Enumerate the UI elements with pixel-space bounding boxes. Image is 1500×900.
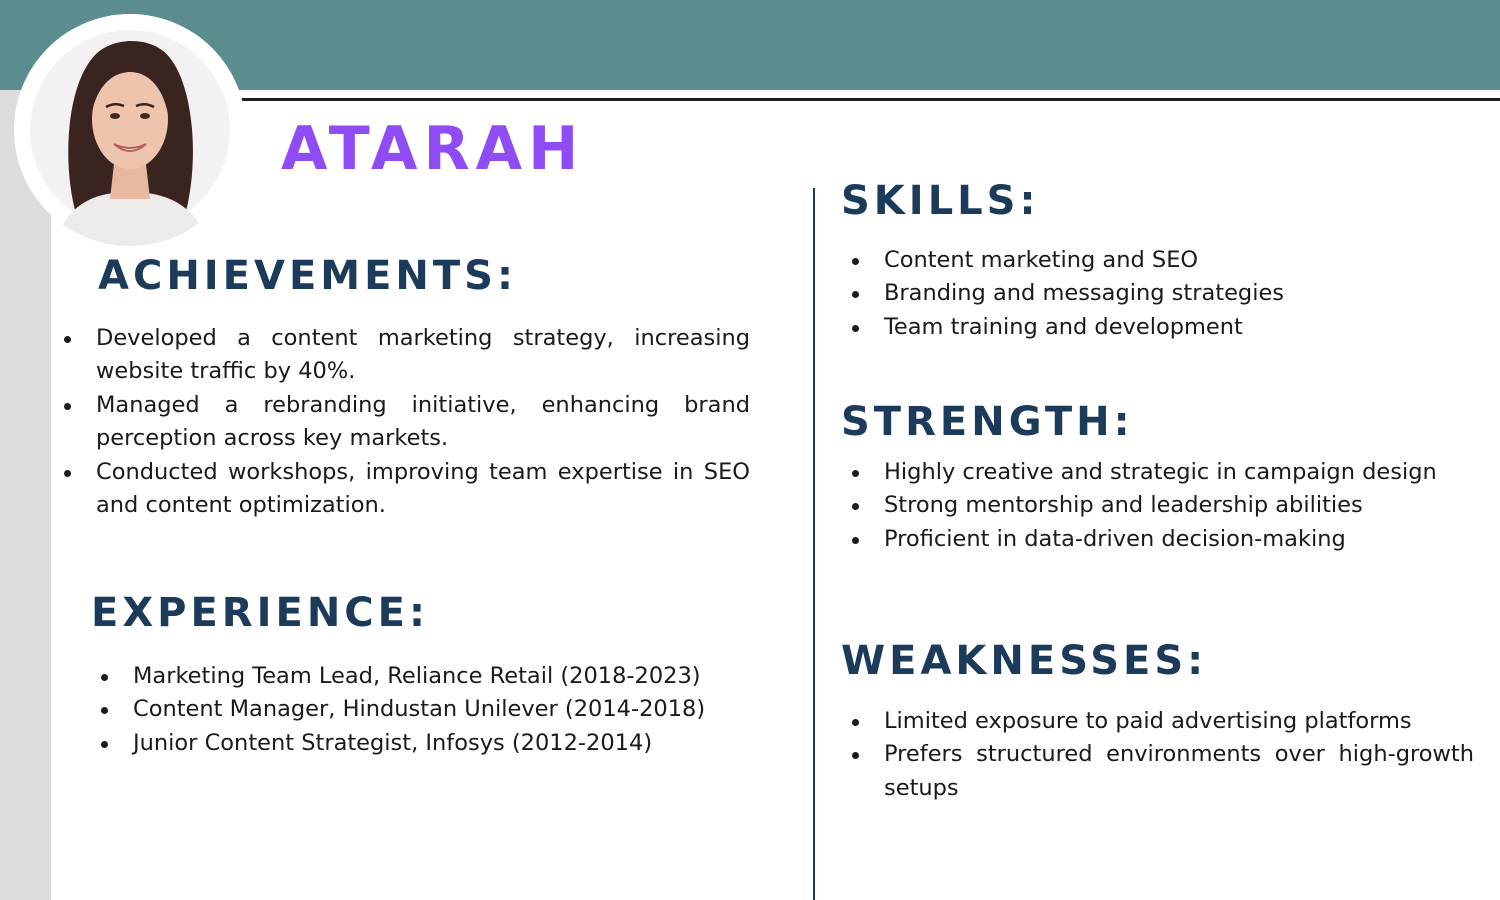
skills-heading: SKILLS: [841, 178, 1040, 224]
header-rule [240, 98, 1500, 101]
column-divider [813, 188, 815, 900]
strength-heading: STRENGTH: [841, 399, 1134, 445]
list-item: Content Manager, Hindustan Unilever (201… [101, 693, 793, 726]
list-item: Proficient in data-driven decision-makin… [852, 523, 1474, 556]
list-item: Managed a rebranding initiative, enhanci… [64, 389, 750, 456]
weaknesses-heading: WEAKNESSES: [841, 638, 1208, 684]
list-item: Branding and messaging strategies [852, 277, 1484, 310]
skills-list: Content marketing and SEO Branding and m… [852, 244, 1484, 344]
list-item: Junior Content Strategist, Infosys (2012… [101, 727, 793, 760]
list-item: Marketing Team Lead, Reliance Retail (20… [101, 660, 793, 693]
list-item: Limited exposure to paid advertising pla… [852, 705, 1474, 738]
list-item: Team training and development [852, 311, 1484, 344]
list-item: Developed a content marketing strategy, … [64, 322, 750, 389]
header-band [0, 0, 1500, 90]
left-accent-strip [0, 90, 51, 900]
profile-photo-icon [14, 14, 246, 246]
strength-list: Highly creative and strategic in campaig… [852, 456, 1474, 556]
list-item: Prefers structured environments over hig… [852, 738, 1474, 805]
list-item: Strong mentorship and leadership abiliti… [852, 489, 1474, 522]
weaknesses-list: Limited exposure to paid advertising pla… [852, 705, 1474, 805]
candidate-name: ATARAH [281, 114, 585, 184]
list-item: Highly creative and strategic in campaig… [852, 456, 1474, 489]
achievements-list: Developed a content marketing strategy, … [64, 322, 750, 523]
list-item: Content marketing and SEO [852, 244, 1484, 277]
achievements-heading: ACHIEVEMENTS: [98, 253, 517, 299]
list-item: Conducted workshops, improving team expe… [64, 456, 750, 523]
experience-heading: EXPERIENCE: [91, 590, 429, 636]
experience-list: Marketing Team Lead, Reliance Retail (20… [101, 660, 793, 760]
